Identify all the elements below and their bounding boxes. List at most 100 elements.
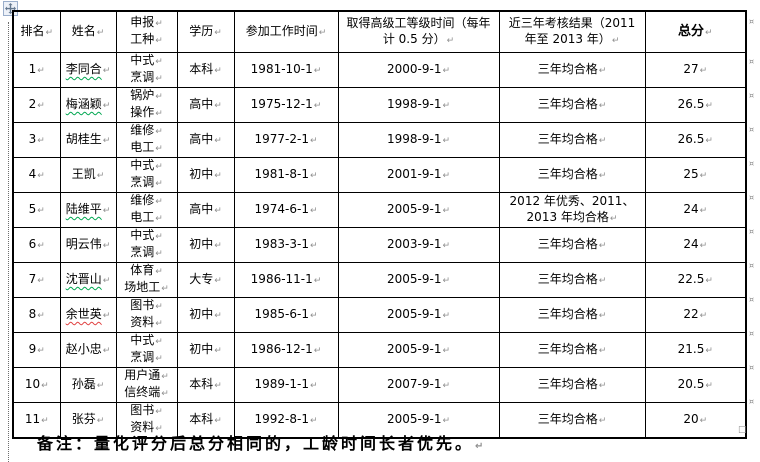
cell-senior-date[interactable]: 1998-9-1↵: [337, 87, 500, 123]
cell-total[interactable]: 20↵: [644, 402, 747, 439]
header-senior-time[interactable]: 取得高级工等级时间（每年计 0.5 分）↵: [337, 10, 500, 53]
cell-education[interactable]: 高中↵: [176, 192, 235, 228]
cell-name[interactable]: 明云伟↵: [59, 227, 117, 263]
cell-trade[interactable]: 中式↵ 烹调↵: [115, 332, 178, 368]
cell-rank[interactable]: 3↵: [12, 122, 61, 158]
cell-work-start[interactable]: 1985-6-1↵: [233, 297, 339, 333]
cell-total[interactable]: 20.5↵: [644, 367, 747, 403]
cell-text: 三年均合格: [537, 237, 598, 252]
cell-trade[interactable]: 中式↵ 烹调↵: [115, 157, 178, 193]
cell-total[interactable]: 26.5↵: [644, 122, 747, 158]
note-paragraph[interactable]: 备注：量化评分后总分相同的，工龄时间长者优先。↵: [37, 430, 483, 454]
cell-work-start[interactable]: 1986-11-1↵: [233, 262, 339, 298]
cell-name[interactable]: 王凯↵: [59, 157, 117, 193]
cell-trade[interactable]: 图书↵ 资料↵: [115, 297, 178, 333]
cell-senior-date[interactable]: 2005-9-1↵: [337, 262, 500, 298]
table-row: 4↵ 王凯↵ 中式↵ 烹调↵ 初中↵ 1981-8-1↵ 2001-9-1↵ 三年…: [12, 157, 747, 193]
cell-education[interactable]: 本科↵: [176, 402, 235, 439]
cell-total[interactable]: 21.5↵: [644, 332, 747, 368]
cell-assessment[interactable]: 三年均合格↵: [498, 367, 646, 403]
cell-total[interactable]: 25↵: [644, 157, 747, 193]
cell-senior-date[interactable]: 2005-9-1↵: [337, 332, 500, 368]
cell-assessment[interactable]: 三年均合格↵: [498, 122, 646, 158]
cell-rank[interactable]: 1↵: [12, 52, 61, 88]
cell-rank[interactable]: 5↵: [12, 192, 61, 228]
cell-trade[interactable]: 用户通↵ 信终端↵: [115, 367, 178, 403]
cell-trade[interactable]: 图书↵ 资料↵: [115, 402, 178, 439]
cell-education[interactable]: 高中↵: [176, 122, 235, 158]
cell-rank[interactable]: 8↵: [12, 297, 61, 333]
cell-rank[interactable]: 9↵: [12, 332, 61, 368]
header-name[interactable]: 姓名↵: [59, 10, 117, 53]
cell-rank[interactable]: 4↵: [12, 157, 61, 193]
end-of-cell-mark: ↵: [102, 136, 111, 147]
cell-rank[interactable]: 10↵: [12, 367, 61, 403]
cell-name[interactable]: 余世英↵: [59, 297, 117, 333]
cell-senior-date[interactable]: 2000-9-1↵: [337, 52, 500, 88]
cell-total[interactable]: 26.5↵: [644, 87, 747, 123]
header-work-start[interactable]: 参加工作时间↵: [233, 10, 339, 53]
cell-name[interactable]: 赵小忠↵: [59, 332, 117, 368]
cell-rank[interactable]: 6↵: [12, 227, 61, 263]
cell-assessment[interactable]: 三年均合格↵: [498, 157, 646, 193]
cell-assessment[interactable]: 三年均合格↵: [498, 87, 646, 123]
cell-trade[interactable]: 中式↵ 烹调↵: [115, 227, 178, 263]
cell-trade[interactable]: 维修↵ 电工↵: [115, 122, 178, 158]
cell-trade[interactable]: 体育↵ 场地工↵: [115, 262, 178, 298]
cell-assessment[interactable]: 三年均合格↵: [498, 297, 646, 333]
cell-total[interactable]: 22.5↵: [644, 262, 747, 298]
header-education[interactable]: 学历↵: [176, 10, 235, 53]
cell-name[interactable]: 李同合↵: [59, 52, 117, 88]
cell-trade[interactable]: 中式↵ 烹调↵: [115, 52, 178, 88]
cell-name[interactable]: 张芬↵: [59, 402, 117, 439]
cell-total[interactable]: 27↵: [644, 52, 747, 88]
cell-work-start[interactable]: 1981-8-1↵: [233, 157, 339, 193]
cell-senior-date[interactable]: 2005-9-1↵: [337, 297, 500, 333]
cell-trade[interactable]: 锅炉↵ 操作↵: [115, 87, 178, 123]
cell-name[interactable]: 陆维平↵: [59, 192, 117, 228]
cell-education[interactable]: 初中↵: [176, 157, 235, 193]
cell-total[interactable]: 22↵: [644, 297, 747, 333]
cell-assessment[interactable]: 三年均合格↵: [498, 262, 646, 298]
cell-senior-date[interactable]: 2005-9-1↵: [337, 402, 500, 439]
cell-education[interactable]: 高中↵: [176, 87, 235, 123]
cell-assessment[interactable]: 2012 年优秀、2011、2013 年均合格↵: [498, 192, 646, 228]
cell-work-start[interactable]: 1975-12-1↵: [233, 87, 339, 123]
header-assessment[interactable]: 近三年考核结果（2011 年至 2013 年）↵: [498, 10, 646, 53]
cell-education[interactable]: 初中↵: [176, 297, 235, 333]
cell-assessment[interactable]: 三年均合格↵: [498, 227, 646, 263]
cell-senior-date[interactable]: 2003-9-1↵: [337, 227, 500, 263]
cell-education[interactable]: 本科↵: [176, 52, 235, 88]
cell-work-start[interactable]: 1977-2-1↵: [233, 122, 339, 158]
cell-assessment[interactable]: 三年均合格↵: [498, 52, 646, 88]
cell-education[interactable]: 初中↵: [176, 227, 235, 263]
end-of-cell-mark: ↵: [102, 276, 111, 287]
cell-education[interactable]: 初中↵: [176, 332, 235, 368]
cell-name[interactable]: 梅涵颖↵: [59, 87, 117, 123]
cell-assessment[interactable]: 三年均合格↵: [498, 402, 646, 439]
cell-senior-date[interactable]: 2001-9-1↵: [337, 157, 500, 193]
cell-senior-date[interactable]: 2007-9-1↵: [337, 367, 500, 403]
cell-total[interactable]: 24↵: [644, 227, 747, 263]
cell-work-start[interactable]: 1986-12-1↵: [233, 332, 339, 368]
cell-name[interactable]: 沈晋山↵: [59, 262, 117, 298]
header-rank[interactable]: 排名↵: [12, 10, 61, 53]
header-trade[interactable]: 申报↵ 工种↵: [115, 10, 178, 53]
cell-rank[interactable]: 2↵: [12, 87, 61, 123]
cell-work-start[interactable]: 1974-6-1↵: [233, 192, 339, 228]
cell-assessment[interactable]: 三年均合格↵: [498, 332, 646, 368]
cell-name[interactable]: 孙磊↵: [59, 367, 117, 403]
cell-rank[interactable]: 11↵: [12, 402, 61, 439]
cell-work-start[interactable]: 1983-3-1↵: [233, 227, 339, 263]
cell-total[interactable]: 24↵: [644, 192, 747, 228]
cell-trade[interactable]: 维修↵ 电工↵: [115, 192, 178, 228]
cell-work-start[interactable]: 1981-10-1↵: [233, 52, 339, 88]
cell-education[interactable]: 大专↵: [176, 262, 235, 298]
cell-senior-date[interactable]: 1998-9-1↵: [337, 122, 500, 158]
cell-senior-date[interactable]: 2005-9-1↵: [337, 192, 500, 228]
cell-work-start[interactable]: 1989-1-1↵: [233, 367, 339, 403]
cell-rank[interactable]: 7↵: [12, 262, 61, 298]
header-total[interactable]: 总分↵: [644, 10, 747, 53]
cell-name[interactable]: 胡桂生↵: [59, 122, 117, 158]
cell-education[interactable]: 本科↵: [176, 367, 235, 403]
